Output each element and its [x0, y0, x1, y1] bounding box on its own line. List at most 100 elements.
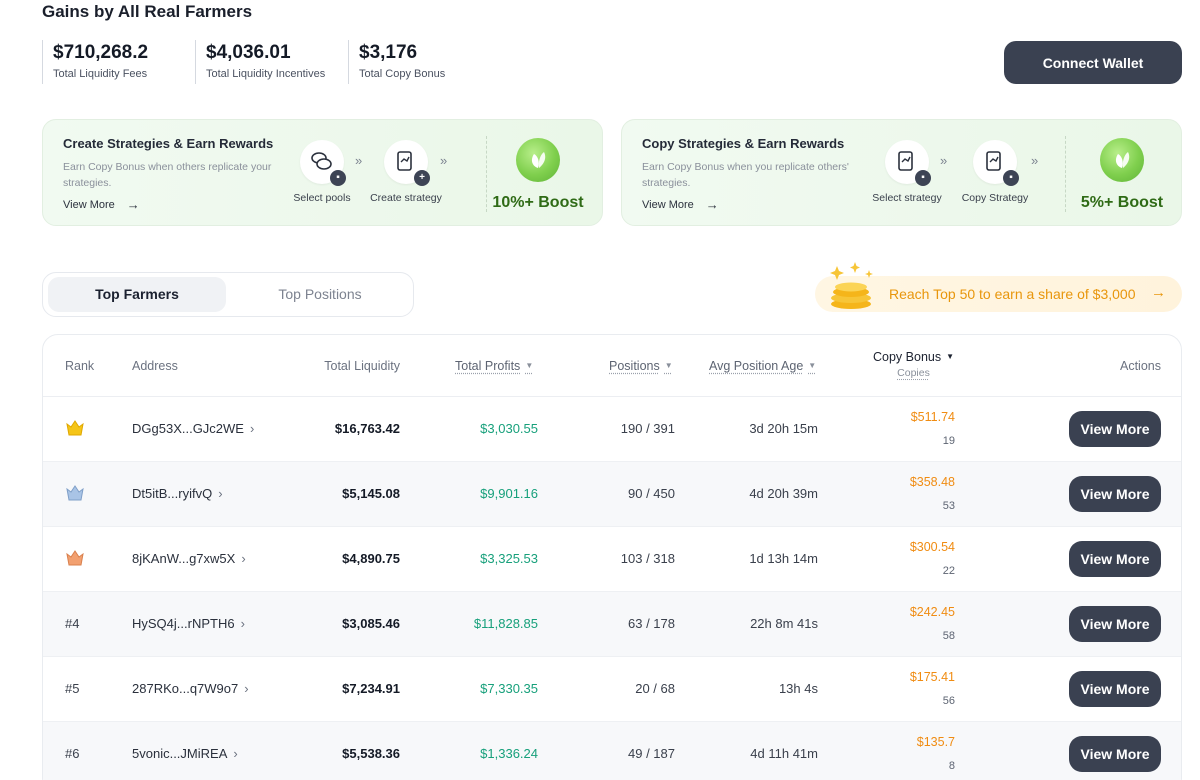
- copies: 8: [948, 760, 955, 772]
- pin-badge-icon: ▪: [915, 170, 931, 186]
- table-row: #5 287RKo...q7W9o7 › $7,234.91 $7,330.35 …: [43, 657, 1181, 722]
- view-more-button[interactable]: View More: [1069, 606, 1161, 642]
- address-link[interactable]: DGg53X...GJc2WE ›: [132, 421, 254, 436]
- caret-down-icon: ▼: [664, 361, 673, 370]
- connect-wallet-button[interactable]: Connect Wallet: [1004, 41, 1182, 84]
- avg-position-age: 4d 11h 41m: [750, 746, 818, 761]
- promo-copy-strategies: Copy Strategies & Earn Rewards Earn Copy…: [621, 119, 1182, 226]
- view-more-label: View More: [642, 198, 694, 211]
- promo-view-more-link[interactable]: View More →: [642, 197, 719, 212]
- view-more-button[interactable]: View More: [1069, 411, 1161, 447]
- positions: 103 / 318: [620, 551, 675, 566]
- total-profits: $11,828.85: [473, 616, 538, 631]
- table-row: DGg53X...GJc2WE › $16,763.42 $3,030.55 19…: [43, 397, 1181, 462]
- tab-top-positions[interactable]: Top Positions: [278, 286, 362, 302]
- promo-view-more-link[interactable]: View More →: [63, 197, 140, 212]
- view-more-button[interactable]: View More: [1069, 541, 1161, 577]
- address-link[interactable]: HySQ4j...rNPTH6 ›: [132, 616, 245, 631]
- page-title: Gains by All Real Farmers: [42, 2, 253, 21]
- step-label: Select strategy: [872, 192, 942, 204]
- total-profits: $3,325.53: [480, 551, 538, 566]
- positions: 190 / 391: [620, 421, 675, 436]
- step-select-pools: ▪ Select pools: [277, 140, 367, 204]
- header-label: Copy Bonus: [873, 350, 942, 364]
- avg-position-age: 22h 8m 41s: [750, 616, 818, 631]
- positions: 20 / 68: [635, 681, 675, 696]
- address-link[interactable]: 287RKo...q7W9o7 ›: [132, 681, 249, 696]
- total-profits: $9,901.16: [480, 486, 538, 501]
- total-liquidity: $3,085.46: [342, 616, 400, 631]
- address-text: 287RKo...q7W9o7: [132, 681, 239, 696]
- address-text: Dt5itB...ryifvQ: [132, 486, 213, 501]
- leaderboard-tabs: Top Farmers Top Positions: [42, 272, 414, 317]
- header-actions: Actions: [1120, 359, 1161, 373]
- positions: 49 / 187: [628, 746, 675, 761]
- pin-badge-icon: ▪: [330, 170, 346, 186]
- avg-position-age: 4d 20h 39m: [749, 486, 818, 501]
- boost-badge: 5%+ Boost: [1067, 138, 1177, 212]
- total-liquidity: $5,538.36: [342, 746, 400, 761]
- stat-value: $4,036.01: [206, 42, 291, 63]
- copies: 58: [942, 630, 955, 642]
- view-more-button[interactable]: View More: [1069, 671, 1161, 707]
- header-copy-bonus[interactable]: Copy Bonus ▼ Copies: [873, 350, 954, 379]
- divider: [486, 136, 487, 212]
- total-liquidity: $16,763.42: [334, 421, 400, 436]
- chevron-right-icon: ›: [244, 681, 249, 696]
- positions: 90 / 450: [628, 486, 675, 501]
- copies: 53: [942, 500, 955, 512]
- table-row: Dt5itB...ryifvQ › $5,145.08 $9,901.16 90 …: [43, 462, 1181, 527]
- promo-title: Create Strategies & Earn Rewards: [63, 136, 274, 151]
- total-profits: $3,030.55: [480, 421, 538, 436]
- stats-bar: $710,268.2 Total Liquidity Fees $4,036.0…: [42, 40, 468, 84]
- address-link[interactable]: Dt5itB...ryifvQ ›: [132, 486, 223, 501]
- header-positions[interactable]: Positions ▼: [609, 359, 673, 373]
- chevron-right-icon: ›: [218, 486, 223, 501]
- plus-badge-icon: +: [414, 170, 430, 186]
- header-address: Address: [132, 359, 178, 373]
- header-label: Positions: [609, 359, 660, 373]
- copy-bonus: $300.54: [909, 540, 955, 554]
- stat-value: $710,268.2: [53, 42, 149, 63]
- table-row: #4 HySQ4j...rNPTH6 › $3,085.46 $11,828.85…: [43, 592, 1181, 657]
- view-more-button[interactable]: View More: [1069, 736, 1161, 772]
- step-label: Select pools: [293, 192, 351, 204]
- boost-text: 5%+ Boost: [1080, 194, 1164, 211]
- copy-bonus: $242.45: [909, 605, 955, 619]
- stat-label: Total Liquidity Incentives: [206, 68, 326, 80]
- step-label: Copy Strategy: [961, 192, 1029, 204]
- table-row: 8jKAnW...g7xw5X › $4,890.75 $3,325.53 103…: [43, 527, 1181, 592]
- promo-create-strategies: Create Strategies & Earn Rewards Earn Co…: [42, 119, 603, 226]
- double-chevron-icon: »: [1031, 153, 1039, 168]
- stat-liquidity-fees: $710,268.2 Total Liquidity Fees: [42, 40, 195, 84]
- header-total-profits[interactable]: Total Profits ▼: [455, 359, 533, 373]
- stat-liquidity-incentives: $4,036.01 Total Liquidity Incentives: [195, 40, 348, 84]
- view-more-button[interactable]: View More: [1069, 476, 1161, 512]
- reward-banner[interactable]: Reach Top 50 to earn a share of $3,000 →: [815, 262, 1182, 312]
- tab-top-farmers[interactable]: Top Farmers: [48, 277, 226, 312]
- view-more-label: View More: [63, 198, 115, 211]
- double-chevron-icon: »: [440, 153, 448, 168]
- boost-badge: 10%+ Boost: [483, 138, 593, 212]
- promo-description: Earn Copy Bonus when others replicate yo…: [63, 161, 272, 189]
- rank: #6: [65, 746, 80, 761]
- header-avg-position-age[interactable]: Avg Position Age ▼: [709, 359, 816, 373]
- caret-down-icon: ▼: [525, 361, 534, 370]
- address-link[interactable]: 5vonic...JMiREA ›: [132, 746, 238, 761]
- header-rank: Rank: [65, 359, 95, 373]
- copy-bonus: $358.48: [909, 475, 955, 489]
- double-chevron-icon: »: [355, 153, 363, 168]
- header-copies: Copies: [897, 367, 930, 379]
- arrow-right-icon: →: [705, 197, 719, 212]
- avg-position-age: 1d 13h 14m: [749, 551, 818, 566]
- leaf-coin-icon: [1100, 138, 1144, 182]
- total-profits: $1,336.24: [480, 746, 538, 761]
- copies: 19: [942, 435, 955, 447]
- chevron-right-icon: ›: [249, 421, 255, 436]
- copy-bonus: $135.7: [916, 735, 955, 749]
- silver-medal-icon: [66, 485, 84, 501]
- address-link[interactable]: 8jKAnW...g7xw5X ›: [132, 551, 246, 566]
- total-profits: $7,330.35: [480, 681, 538, 696]
- chevron-right-icon: ›: [240, 616, 245, 631]
- step-select-strategy: ▪ Select strategy: [862, 140, 952, 204]
